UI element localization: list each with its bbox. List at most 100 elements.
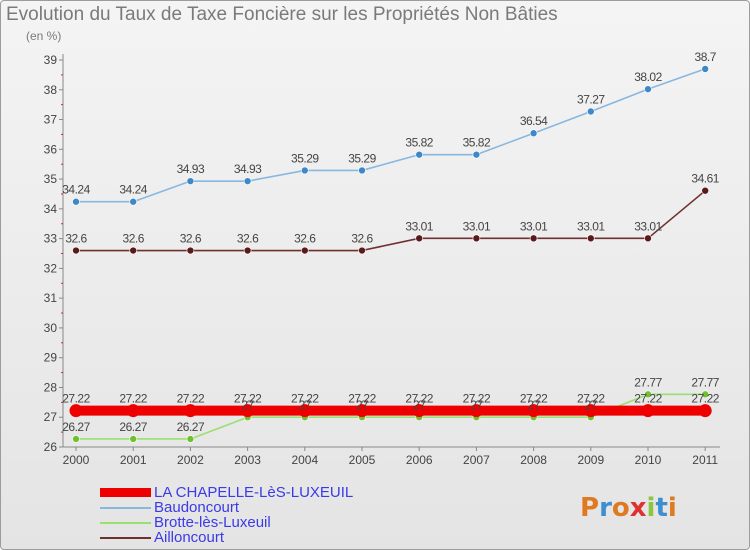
data-point-ailloncourt — [129, 246, 137, 255]
data-label-ailloncourt: 32.6 — [180, 232, 202, 246]
logo-letter: t — [655, 493, 668, 523]
data-label-ailloncourt: 33.01 — [577, 219, 605, 233]
data-point-la-chapelle-l-s-luxeuil — [584, 404, 598, 418]
data-point-baudoncourt — [586, 107, 595, 116]
legend-swatch — [100, 536, 151, 539]
data-label-brotte-l-s-luxeuil: 26.27 — [62, 420, 90, 434]
data-point-baudoncourt — [415, 150, 424, 159]
x-tick-label: 2002 — [177, 453, 204, 467]
y-tick-label: 26 — [44, 440, 58, 454]
y-tick-label: 31 — [44, 291, 58, 305]
data-point-la-chapelle-l-s-luxeuil — [641, 404, 655, 418]
data-label-la-chapelle-l-s-luxeuil: 27.22 — [520, 392, 548, 406]
y-tick-label: 27 — [44, 410, 58, 424]
data-point-ailloncourt — [529, 234, 538, 243]
data-label-baudoncourt: 36.54 — [520, 114, 548, 128]
x-tick-label: 2011 — [692, 453, 718, 467]
y-tick-label: 35 — [44, 172, 58, 186]
x-tick-label: 2003 — [234, 453, 261, 467]
data-point-brotte-l-s-luxeuil — [701, 390, 710, 399]
chart-axes: 26 27 28 29 30 31 32 33 34 35 36 37 38 39 2000 2001 2002… — [44, 53, 720, 467]
data-point-baudoncourt — [472, 150, 481, 159]
data-point-ailloncourt — [72, 246, 80, 255]
x-tick-label: 2000 — [63, 453, 90, 467]
data-label-brotte-l-s-luxeuil: 26.27 — [119, 420, 147, 434]
data-point-baudoncourt — [644, 85, 652, 93]
data-label-baudoncourt: 38.02 — [634, 70, 662, 84]
data-label-brotte-l-s-luxeuil: 27.77 — [691, 375, 719, 389]
data-label-la-chapelle-l-s-luxeuil: 27.22 — [577, 392, 605, 406]
data-point-ailloncourt — [586, 234, 595, 243]
data-label-brotte-l-s-luxeuil: 27 — [356, 398, 369, 412]
series-layer — [69, 65, 712, 443]
data-label-la-chapelle-l-s-luxeuil: 27.22 — [691, 392, 719, 406]
data-label-baudoncourt: 35.29 — [348, 151, 376, 165]
data-point-brotte-l-s-luxeuil — [644, 390, 652, 399]
data-point-ailloncourt — [358, 246, 366, 255]
series-line-baudoncourt — [76, 68, 706, 203]
series-line-brotte-l-s-luxeuil — [76, 393, 706, 440]
x-tick-label: 2010 — [635, 453, 662, 467]
legend-label: Baudoncourt — [154, 499, 240, 516]
data-point-baudoncourt — [300, 166, 309, 175]
data-label-la-chapelle-l-s-luxeuil: 27.22 — [234, 392, 262, 406]
data-point-la-chapelle-l-s-luxeuil — [412, 404, 426, 418]
data-label-ailloncourt: 32.6 — [237, 232, 259, 246]
data-point-brotte-l-s-luxeuil — [129, 435, 137, 443]
data-label-ailloncourt: 33.01 — [463, 219, 491, 233]
logo-letter: i — [646, 493, 656, 523]
logo-letter: i — [667, 493, 677, 523]
data-point-la-chapelle-l-s-luxeuil — [355, 404, 369, 418]
x-tick-label: 2008 — [520, 453, 547, 467]
data-label-la-chapelle-l-s-luxeuil: 27.22 — [348, 392, 376, 406]
y-tick-label: 37 — [44, 113, 58, 127]
data-point-baudoncourt — [72, 197, 80, 206]
data-label-ailloncourt: 33.01 — [520, 219, 548, 233]
proxiti-logo: Proxiti — [580, 493, 677, 523]
data-label-baudoncourt: 38.7 — [695, 50, 717, 64]
data-labels: 27.22 27.22 27.22 27.22 27.22 27.22 27.22 27.22… — [62, 50, 720, 434]
data-label-brotte-l-s-luxeuil: 27 — [470, 398, 483, 412]
data-point-la-chapelle-l-s-luxeuil — [69, 404, 83, 418]
x-tick-label: 2006 — [406, 453, 433, 467]
series-line-ailloncourt — [76, 190, 706, 252]
y-tick-label: 36 — [44, 142, 58, 156]
chart-title: Evolution du Taux de Taxe Foncière sur l… — [6, 4, 558, 25]
data-point-ailloncourt — [300, 246, 309, 255]
data-point-la-chapelle-l-s-luxeuil — [183, 404, 197, 418]
data-label-brotte-l-s-luxeuil: 26.27 — [177, 420, 205, 434]
data-point-baudoncourt — [701, 65, 710, 73]
data-point-brotte-l-s-luxeuil — [186, 435, 195, 443]
x-tick-label: 2005 — [349, 453, 376, 467]
data-label-baudoncourt: 35.29 — [291, 151, 319, 165]
data-label-la-chapelle-l-s-luxeuil: 27.22 — [177, 392, 205, 406]
data-point-ailloncourt — [186, 246, 195, 255]
legend-swatch — [100, 506, 151, 509]
logo-letter: o — [611, 493, 630, 523]
data-label-la-chapelle-l-s-luxeuil: 27.22 — [62, 392, 90, 406]
data-point-ailloncourt — [701, 186, 710, 195]
y-tick-label: 29 — [44, 351, 58, 365]
data-label-brotte-l-s-luxeuil: 27 — [585, 398, 598, 412]
legend-label: Ailloncourt — [154, 529, 225, 546]
data-label-baudoncourt: 34.24 — [62, 183, 90, 197]
y-tick-label: 28 — [44, 380, 58, 394]
data-point-brotte-l-s-luxeuil — [72, 435, 80, 443]
x-tick-label: 2004 — [291, 453, 318, 467]
data-point-baudoncourt — [529, 129, 538, 138]
data-label-baudoncourt: 35.82 — [463, 136, 491, 150]
y-tick-label: 34 — [44, 202, 58, 216]
legend-swatch — [100, 488, 151, 497]
data-label-baudoncourt: 34.93 — [177, 162, 205, 176]
data-label-brotte-l-s-luxeuil: 27 — [527, 398, 540, 412]
data-point-baudoncourt — [243, 177, 252, 185]
data-point-baudoncourt — [186, 177, 195, 185]
data-point-la-chapelle-l-s-luxeuil — [126, 404, 140, 418]
data-point-ailloncourt — [243, 246, 252, 255]
data-label-baudoncourt: 37.27 — [577, 93, 605, 107]
data-label-la-chapelle-l-s-luxeuil: 27.22 — [463, 392, 491, 406]
data-label-ailloncourt: 34.61 — [691, 172, 719, 186]
data-label-la-chapelle-l-s-luxeuil: 27.22 — [119, 392, 147, 406]
data-point-la-chapelle-l-s-luxeuil — [698, 404, 712, 418]
